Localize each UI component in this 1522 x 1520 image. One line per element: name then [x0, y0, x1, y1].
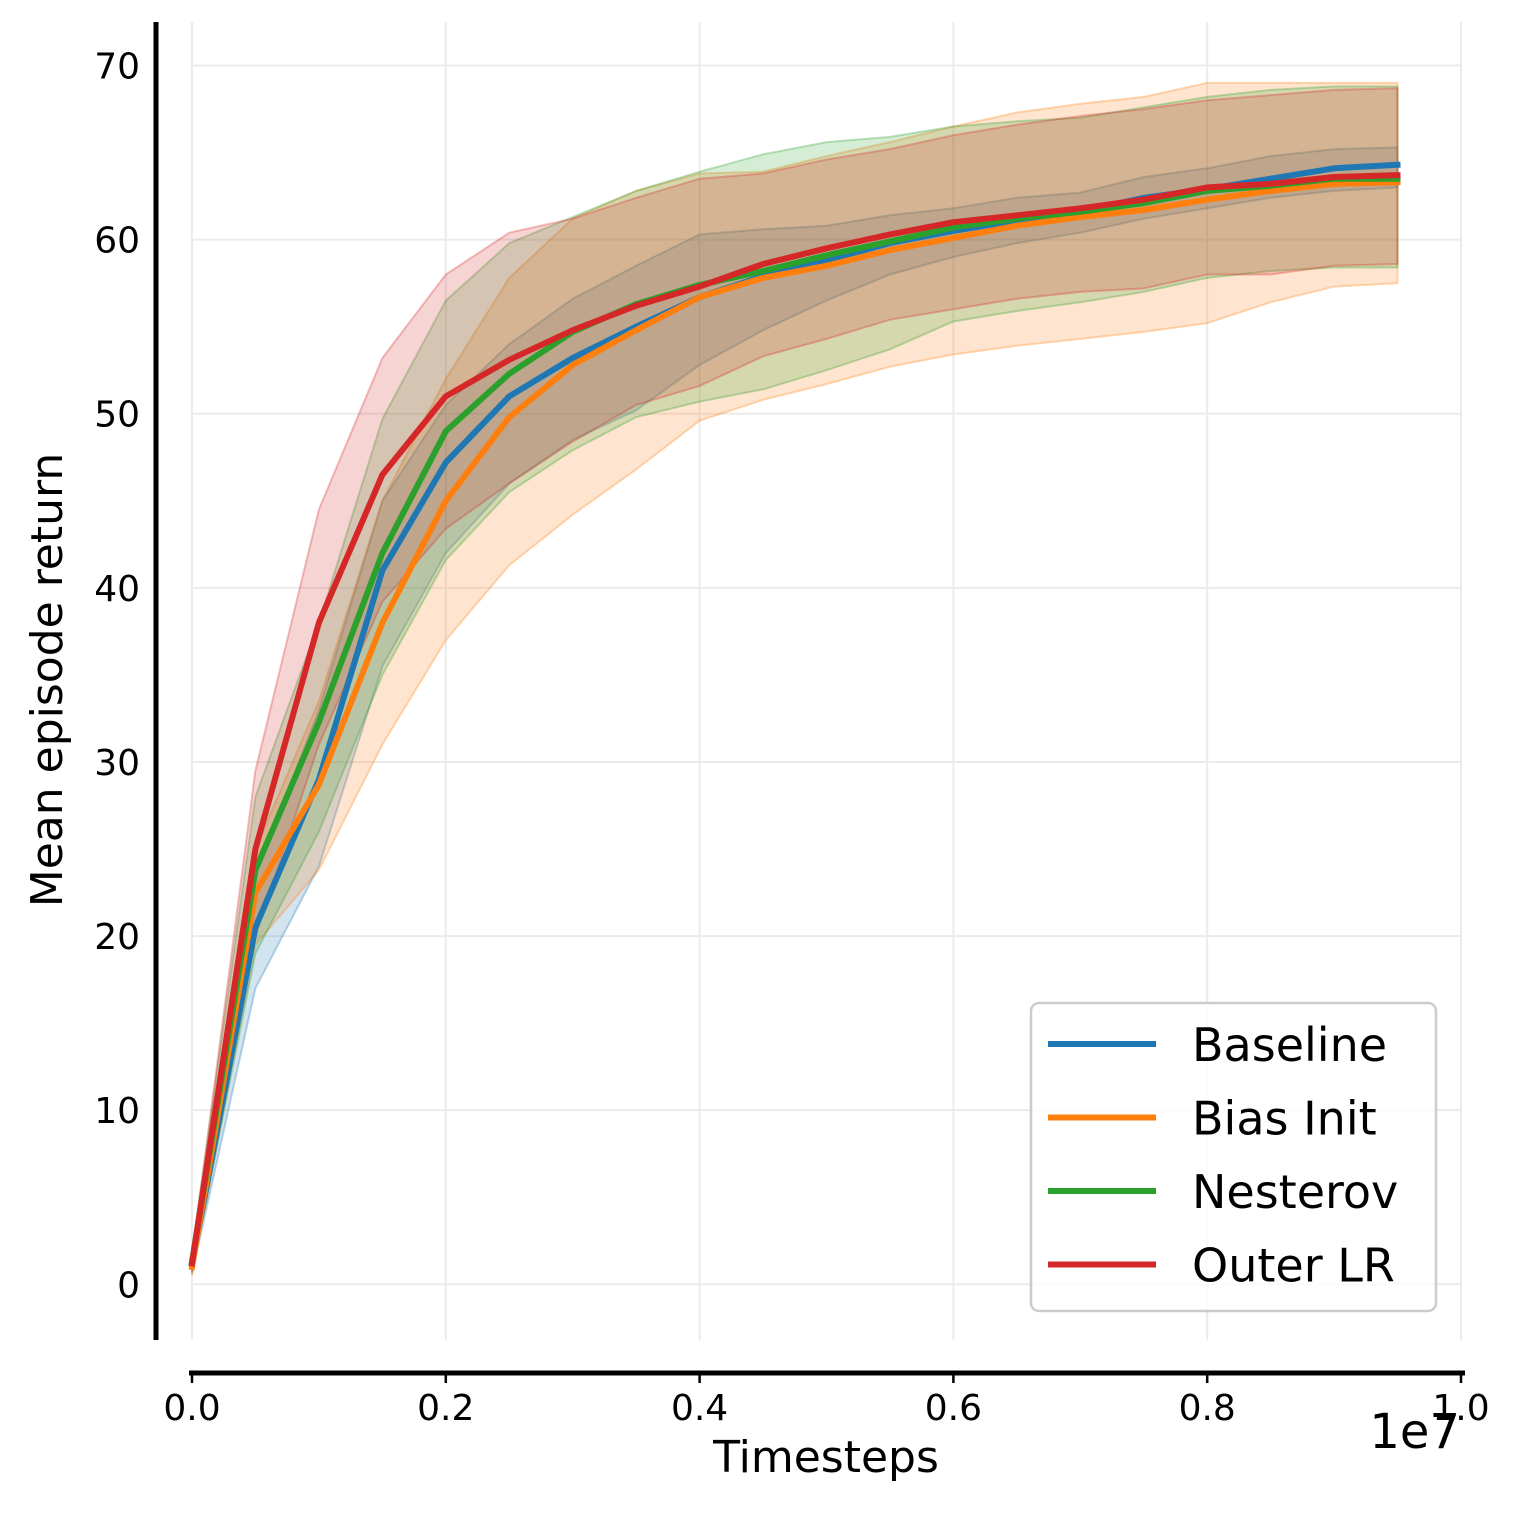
band-baseline [191, 146, 1399, 1275]
band-bias-init [191, 81, 1399, 1276]
y-tick-label: 20 [94, 917, 140, 958]
x-axis-title: Timesteps [712, 1432, 939, 1483]
x-ticks: 0.0 0.2 0.4 0.6 0.8 1.0 [163, 1373, 1490, 1429]
y-tick-label: 50 [94, 395, 140, 436]
legend-label-nesterov: Nesterov [1192, 1165, 1398, 1219]
band-nesterov [191, 85, 1399, 1273]
y-tick-label: 70 [94, 47, 140, 88]
y-tick-label: 10 [94, 1091, 140, 1132]
line-nesterov [188, 175, 1401, 1266]
legend-label-outer-lr: Outer LR [1192, 1239, 1395, 1293]
band-outer-lr [191, 87, 1399, 1271]
confidence-bands [191, 81, 1399, 1276]
legend-label-bias-init: Bias Init [1192, 1092, 1377, 1146]
y-tick-label: 60 [94, 221, 140, 262]
x-axis-offset-label: 1e7 [1369, 1404, 1460, 1460]
y-tick-label: 30 [94, 743, 140, 784]
y-axis-title: Mean episode return [22, 453, 73, 907]
line-outer-lr [188, 172, 1401, 1267]
legend-frame [1029, 1001, 1438, 1313]
grid [191, 22, 1462, 1340]
legend: Baseline Bias Init Nesterov Outer LR [1029, 1001, 1438, 1313]
x-tick-label: 0.6 [925, 1388, 982, 1429]
x-tick-label: 0.2 [417, 1388, 474, 1429]
legend-label-baseline: Baseline [1192, 1018, 1387, 1072]
x-tick-label: 0.0 [163, 1388, 220, 1429]
line-bias-init [188, 179, 1401, 1271]
y-tick-label: 40 [94, 569, 140, 610]
series-lines [188, 161, 1401, 1271]
y-ticks: 0 10 20 30 40 50 60 70 [94, 47, 140, 1307]
x-tick-label: 1.0 [1432, 1388, 1489, 1429]
x-tick-label: 0.4 [671, 1388, 728, 1429]
y-tick-label: 0 [117, 1265, 140, 1306]
x-tick-label: 0.8 [1179, 1388, 1236, 1429]
